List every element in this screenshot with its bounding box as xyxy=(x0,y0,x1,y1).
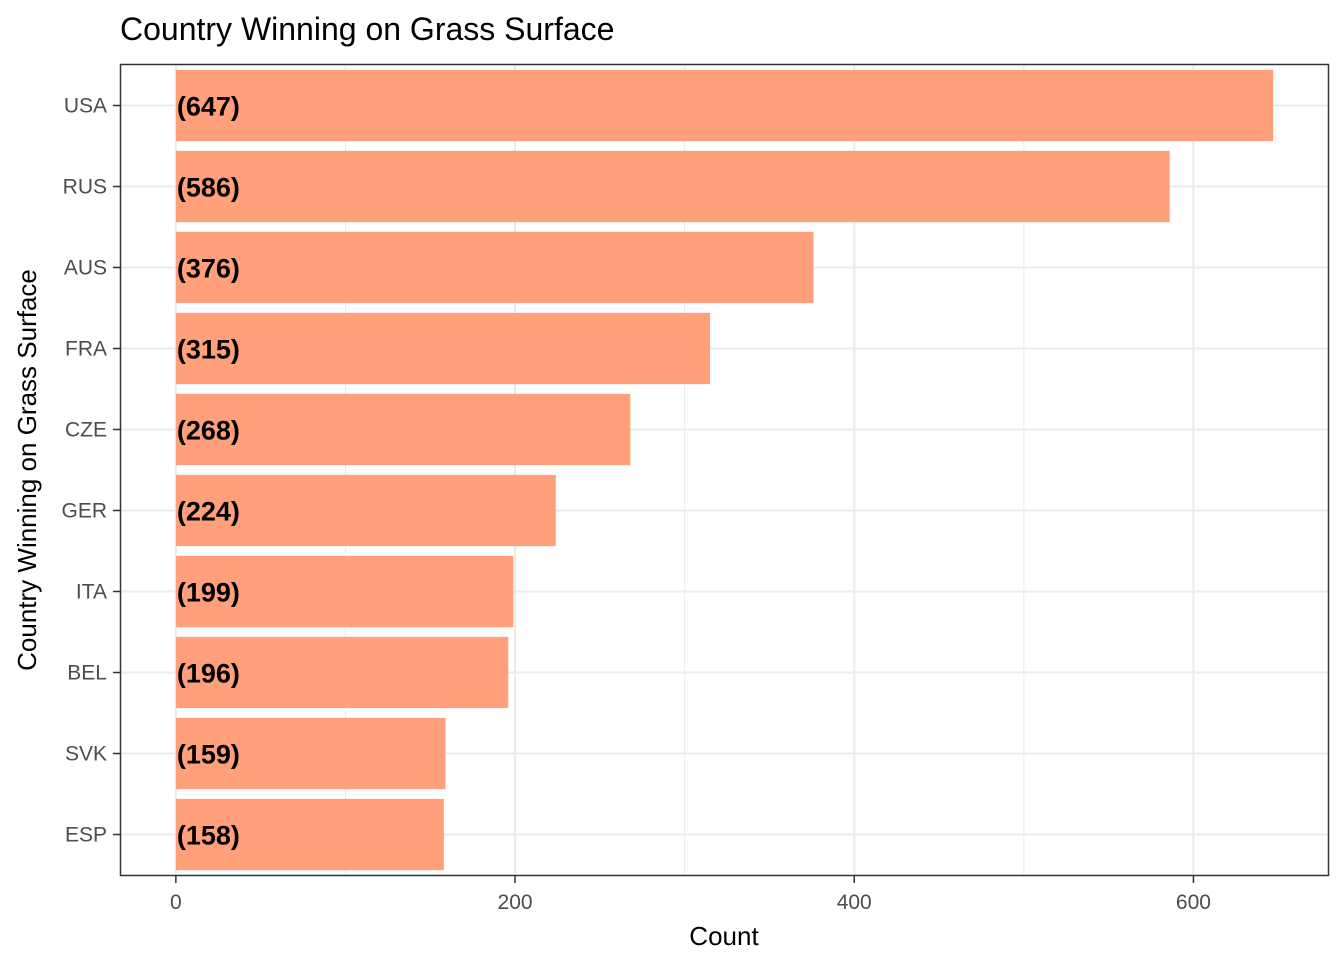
y-tick-label: RUS xyxy=(63,176,107,199)
data-label-aus: (376) xyxy=(177,254,240,284)
x-tick-label: 200 xyxy=(498,891,533,914)
y-axis-title: Country Winning on Grass Surface xyxy=(12,269,42,671)
y-tick-label: BEL xyxy=(67,662,107,685)
x-tick-label: 600 xyxy=(1176,891,1211,914)
chart-title: Country Winning on Grass Surface xyxy=(120,11,614,47)
y-tick-label: GER xyxy=(61,500,107,523)
x-axis-title: Count xyxy=(689,921,759,951)
x-tick-label: 400 xyxy=(837,891,872,914)
bar-bel xyxy=(175,636,509,709)
bar-rus xyxy=(175,150,1170,223)
data-label-fra: (315) xyxy=(177,335,240,365)
y-tick-label: FRA xyxy=(65,338,107,361)
bar-esp xyxy=(175,798,444,871)
data-label-rus: (586) xyxy=(177,173,240,203)
y-tick-label: SVK xyxy=(65,743,107,766)
y-tick-label: AUS xyxy=(64,257,107,280)
data-label-ita: (199) xyxy=(177,578,240,608)
data-labels: (647) (586) (376) (315) (268) (224) (199) (196)… xyxy=(177,92,240,851)
y-tick-label: USA xyxy=(64,95,107,118)
bar-ita xyxy=(175,555,514,628)
bar-cze xyxy=(175,393,631,466)
data-label-bel: (196) xyxy=(177,659,240,689)
data-label-ger: (224) xyxy=(177,497,240,527)
axes: USA RUS AUS FRA CZE GER ITA BEL SVK ESP 0 200 400 600 xyxy=(61,95,1210,915)
bar-svk xyxy=(175,717,446,790)
data-label-esp: (158) xyxy=(177,821,240,851)
bar-ger xyxy=(175,474,556,547)
data-label-usa: (647) xyxy=(177,92,240,122)
data-label-cze: (268) xyxy=(177,416,240,446)
bar-aus xyxy=(175,231,814,304)
bars xyxy=(175,69,1274,871)
panel-border xyxy=(119,63,1330,877)
y-tick-label: ITA xyxy=(76,581,107,604)
bar-fra xyxy=(175,312,711,385)
y-tick-label: CZE xyxy=(65,419,107,442)
data-label-svk: (159) xyxy=(177,740,240,770)
y-tick-label: ESP xyxy=(65,824,107,847)
x-tick-label: 0 xyxy=(170,891,182,914)
bar-usa xyxy=(175,69,1274,142)
